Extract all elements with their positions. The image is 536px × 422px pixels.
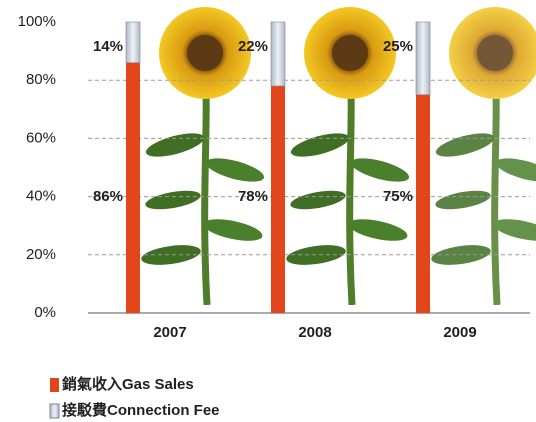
legend-swatch <box>49 403 60 419</box>
y-tick-label: 100% <box>18 13 56 30</box>
data-label: 22% <box>238 38 268 55</box>
x-tick-label: 2007 <box>153 324 186 341</box>
y-tick-label: 20% <box>26 246 56 263</box>
bar-segment <box>270 21 286 87</box>
bar-segment <box>271 86 285 314</box>
bar-segment <box>415 21 431 96</box>
bar-segment <box>125 21 141 64</box>
legend-label: 銷氣收入Gas Sales <box>62 375 194 393</box>
legend-label: 接駁費Connection Fee <box>62 401 220 419</box>
x-tick-label: 2009 <box>443 324 476 341</box>
data-label: 78% <box>238 188 268 205</box>
y-tick-label: 60% <box>26 129 56 146</box>
data-label: 14% <box>93 38 123 55</box>
sunflower <box>430 7 536 305</box>
y-tick-label: 80% <box>26 71 56 88</box>
x-tick-label: 2008 <box>298 324 331 341</box>
data-label: 25% <box>383 38 413 55</box>
data-label: 75% <box>383 188 413 205</box>
legend-swatch <box>50 378 59 392</box>
legend: 銷氣收入Gas Sales 接駁費Connection Fee <box>49 375 220 419</box>
bar-segment <box>126 62 140 313</box>
data-label: 86% <box>93 188 123 205</box>
y-tick-label: 40% <box>26 188 56 205</box>
bar-segment <box>416 94 430 313</box>
y-tick-label: 0% <box>34 304 56 321</box>
